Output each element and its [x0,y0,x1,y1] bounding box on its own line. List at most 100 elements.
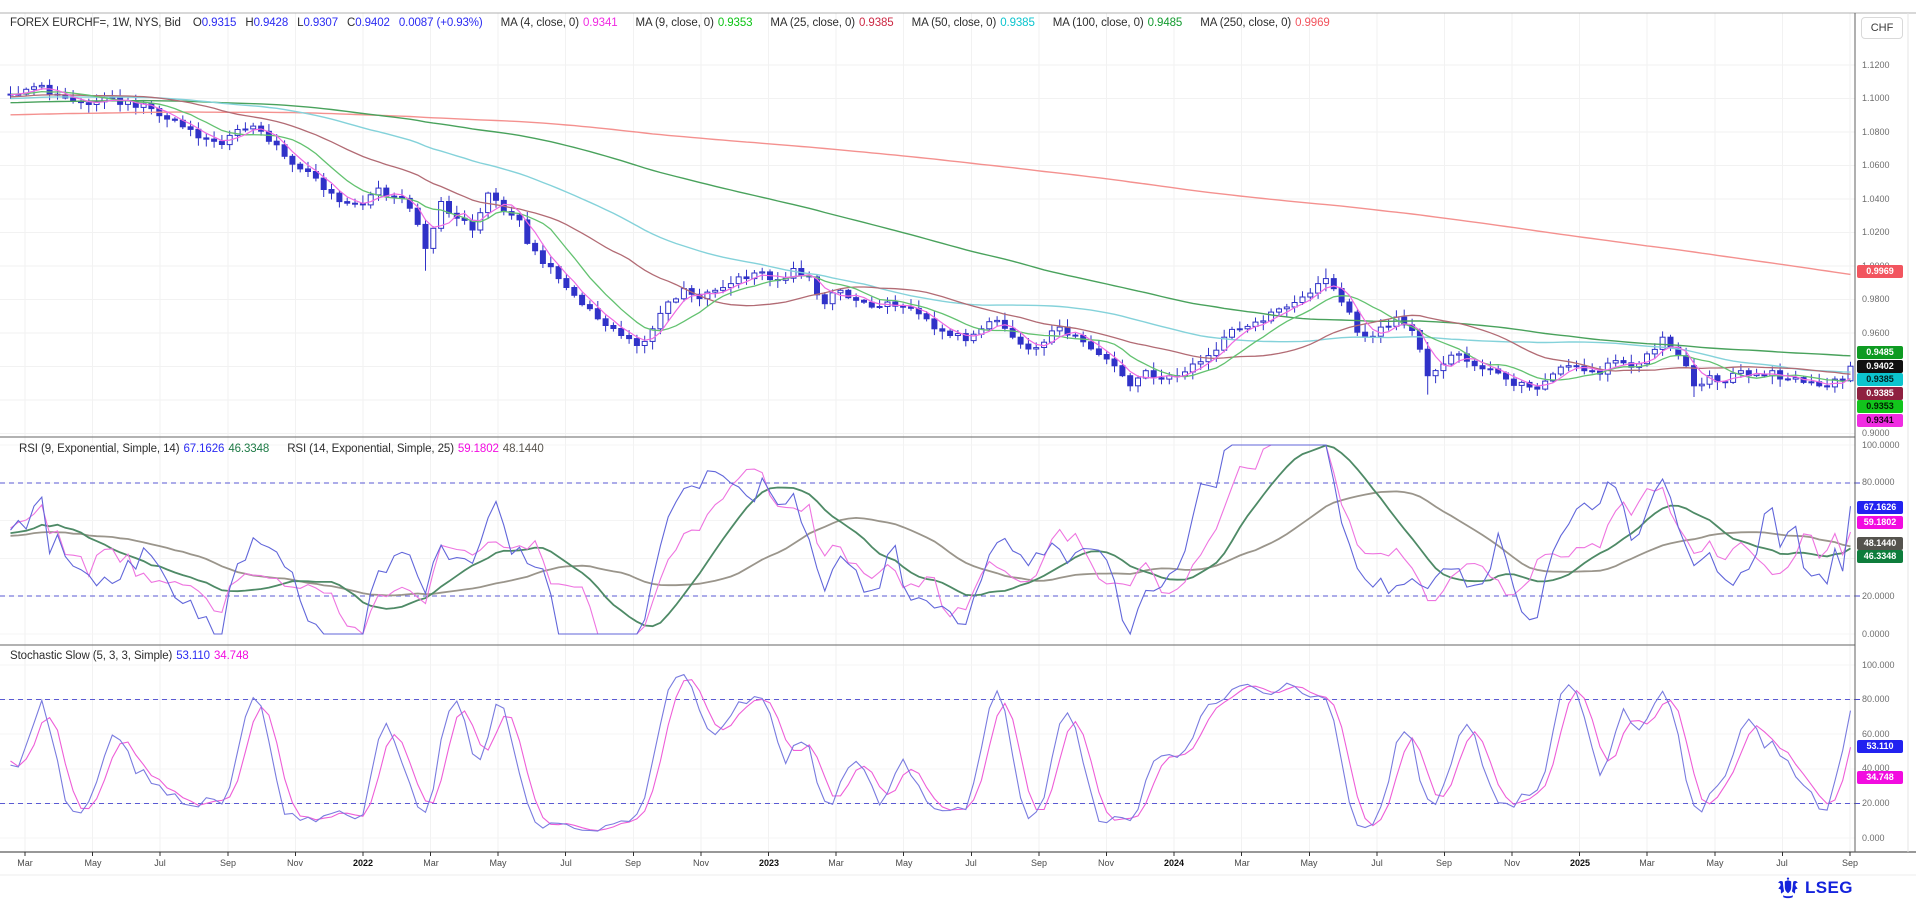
price-axis-tick: 1.0400 [1862,194,1890,204]
ma-line-250 [10,111,1851,276]
time-axis-label: May [489,858,507,868]
time-axis-label: Sep [624,858,642,868]
rsi-legend-value: 67.1626 [183,443,225,455]
price-axis-tick: 1.1200 [1862,60,1890,70]
ma-legend-label: MA (9, close, 0) [635,17,714,29]
time-axis-label: May [1706,858,1724,868]
price-axis-tick: 0.9000 [1862,428,1890,438]
stochastic-legend-value: 53.110 [176,650,210,662]
ma-legend-item[interactable]: MA (9, close, 0) 0.9353 [636,17,753,29]
stochastic-axis-tick: 40.000 [1862,763,1890,773]
time-axis-label: May [1300,858,1318,868]
ma-line-100 [10,99,1851,357]
time-axis-label: Jul [154,858,166,868]
time-axis-label: Jul [965,858,977,868]
price-badge: 0.9385 [1857,387,1903,400]
ohlc-field-value: 0.9402 [355,17,390,29]
ma-legend-label: MA (25, close, 0) [770,17,856,29]
stoch-d-line [10,679,1852,832]
ma-legend-label: MA (250, close, 0) [1200,17,1292,29]
ma-legend-item[interactable]: MA (4, close, 0) 0.9341 [501,17,618,29]
lseg-logo: LSEG [1776,877,1853,899]
time-axis-label: Sep [1841,858,1859,868]
ma-legend-label: MA (100, close, 0) [1052,17,1144,29]
time-axis-label: Jul [1776,858,1788,868]
ma-legend-value: 0.9385 [1000,17,1035,29]
rsi-axis-tick: 100.0000 [1862,440,1900,450]
time-axis-label: May [895,858,913,868]
price-axis-tick: 1.1000 [1862,93,1890,103]
time-axis-label: Sep [219,858,237,868]
ma-legend-item[interactable]: MA (50, close, 0) 0.9385 [912,17,1035,29]
ohlc-field-label: C [347,17,356,29]
price-badge: 0.9969 [1857,265,1903,278]
rsi-value-badge: 46.3348 [1857,550,1903,563]
rsi-value-badge: 67.1626 [1857,501,1903,514]
candlestick-series [7,79,1854,397]
ma-line-25 [10,94,1851,375]
stochastic-axis-tick: 20.000 [1862,798,1890,808]
rsi-axis-tick: 80.0000 [1862,477,1895,487]
ohlc-field-label: H [245,17,254,29]
ma-legend-item[interactable]: MA (250, close, 0) 0.9969 [1200,17,1330,29]
stochastic-axis-tick: 60.000 [1862,729,1890,739]
rsi-legend-value: 46.3348 [228,443,270,455]
stochastic-axis-tick: 80.000 [1862,694,1890,704]
lseg-logo-text: LSEG [1805,878,1853,897]
ma-legend-value: 0.9385 [859,17,894,29]
time-axis-label: 2023 [758,858,780,868]
main-chart-legend[interactable]: FOREX EURCHF=, 1W, NYS, Bid O0.9315 H0.94… [10,17,1339,29]
stochastic-axis-tick: 0.000 [1862,833,1885,843]
instrument-title[interactable]: FOREX EURCHF=, 1W, NYS, Bid [10,17,181,29]
rsi-legend-label: RSI (9, Exponential, Simple, 14) [19,443,180,455]
ohlc-field: 0.0087 (+0.93%) [399,17,483,29]
time-axis-label: Mar [828,858,844,868]
rsi-line-2 [10,444,1852,635]
ohlc-field-value: 0.0087 (+0.93%) [398,17,483,29]
price-badge: 0.9341 [1857,414,1903,427]
ma-line-50 [10,96,1851,373]
price-axis-tick: 0.9800 [1862,294,1890,304]
rsi-line-1 [10,444,1851,628]
ma-legend-item[interactable]: MA (100, close, 0) 0.9485 [1052,17,1183,29]
ma-legend-value: 0.9353 [717,17,753,29]
rsi-legend-item[interactable]: RSI (14, Exponential, Simple, 25) 59.1802… [287,443,544,455]
ohlc-field-value: 0.9428 [253,17,289,29]
lseg-crest-icon [1776,877,1800,899]
ohlc-field: L0.9307 [297,17,338,29]
stochastic-legend[interactable]: Stochastic Slow (5, 3, 3, Simple) 53.110 3… [10,650,258,662]
rsi-legend-item[interactable]: RSI (9, Exponential, Simple, 14) 67.1626 4… [19,443,269,455]
ohlc-field-value: 0.9315 [201,17,237,29]
rsi-axis-tick: 0.0000 [1862,629,1890,639]
time-axis-label: May [84,858,102,868]
stoch-k-line [10,673,1852,832]
time-axis-label: Nov [286,858,304,868]
ohlc-field-label: O [192,17,202,29]
rsi-line-3 [10,490,1851,597]
rsi-axis-tick: 20.0000 [1862,591,1895,601]
rsi-legend-value: 59.1802 [457,443,499,455]
ma-line-4 [10,88,1851,387]
stochastic-legend-label: Stochastic Slow (5, 3, 3, Simple) [10,650,173,662]
price-axis-tick: 0.9600 [1862,328,1890,338]
ma-legend-label: MA (50, close, 0) [911,17,997,29]
price-badge: 0.9485 [1857,346,1903,359]
ohlc-field-label: L [297,17,304,29]
time-axis-label: Nov [1097,858,1115,868]
rsi-line-0 [10,444,1852,636]
stochastic-axis-tick: 100.000 [1862,660,1895,670]
time-axis-label: 2022 [352,858,374,868]
rsi-legend-label: RSI (14, Exponential, Simple, 25) [287,443,454,455]
currency-selector-button[interactable]: CHF [1861,17,1903,39]
stochastic-value-badge: 34.748 [1857,771,1903,784]
price-axis-tick: 1.0600 [1862,160,1890,170]
ma-legend-value: 0.9485 [1147,17,1183,29]
ma-legend-item[interactable]: MA (25, close, 0) 0.9385 [770,17,893,29]
stochastic-legend-item[interactable]: Stochastic Slow (5, 3, 3, Simple) 53.110 3… [10,650,249,662]
price-axis-tick: 1.0800 [1862,127,1890,137]
price-badge: 0.9353 [1857,400,1903,413]
rsi-legend[interactable]: RSI (9, Exponential, Simple, 14) 67.1626 4… [10,443,553,455]
ma-legend-value: 0.9969 [1295,17,1330,29]
time-axis-label: 2025 [1569,858,1591,868]
